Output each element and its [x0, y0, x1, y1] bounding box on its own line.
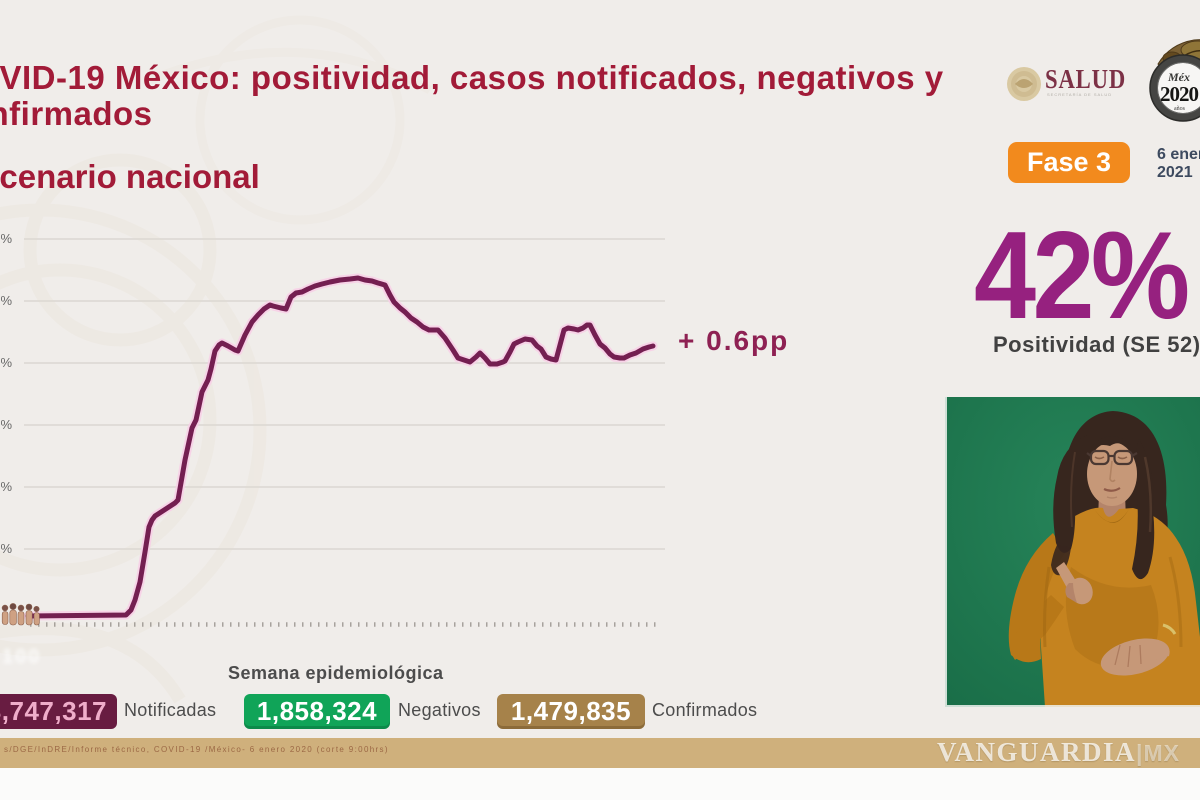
svg-text:2020: 2020 [1160, 82, 1199, 106]
svg-text:Méx: Méx [1167, 70, 1190, 84]
svg-text:años: años [1174, 106, 1186, 112]
